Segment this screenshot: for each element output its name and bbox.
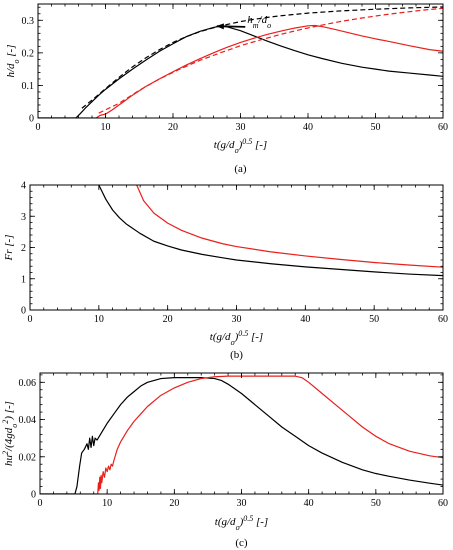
- x-tick-label: 50: [369, 314, 379, 325]
- y-tick-label: 0.3: [22, 16, 35, 27]
- x-tick-label: 10: [101, 122, 111, 133]
- panel-a: 0 10 20 30 40 50 60 0 0.1 0.2 0.3 hm/do t(g/do)0.5…: [5, 3, 448, 175]
- series-line-1: [40, 375, 443, 494]
- series-line-0: [40, 377, 443, 494]
- annotation-label: hm/do: [247, 14, 271, 30]
- x-tick-label: 10: [94, 314, 104, 325]
- x-tick-label: 60: [438, 498, 448, 509]
- y-tick-label: 0: [31, 490, 36, 501]
- x-tick-label: 20: [168, 122, 178, 133]
- y-tick-label: 0.06: [19, 378, 37, 389]
- x-tick-label: 40: [300, 314, 310, 325]
- y-axis-label: h/do [-]: [5, 44, 21, 77]
- series-line-0: [98, 185, 443, 277]
- y-tick-label: 0: [21, 306, 26, 317]
- y-axis-label: hu2/(4gdo2) [-]: [1, 401, 19, 466]
- y-tick-label: 3: [21, 212, 26, 223]
- y-tick-label: 0: [29, 114, 34, 125]
- panel-label: (c): [235, 537, 248, 549]
- panel-label: (a): [234, 163, 247, 175]
- x-tick-label: 10: [102, 498, 112, 509]
- x-tick-label: 0: [36, 122, 41, 133]
- x-tick-label: 60: [438, 122, 448, 133]
- y-tick-label: 1: [21, 274, 26, 285]
- y-tick-label: 2: [21, 243, 26, 254]
- y-tick-label: 4: [21, 181, 26, 192]
- annotation-arrow: [215, 23, 246, 30]
- x-tick-label: 0: [38, 498, 43, 509]
- panel-label: (b): [230, 349, 243, 361]
- x-tick-label: 20: [163, 314, 173, 325]
- x-tick-label: 30: [236, 122, 246, 133]
- x-tick-label: 50: [371, 498, 381, 509]
- x-tick-label: 30: [237, 498, 247, 509]
- x-tick-label: 30: [232, 314, 242, 325]
- x-tick-label: 50: [371, 122, 381, 133]
- series-line-1: [136, 185, 443, 268]
- panel-c: 0 10 20 30 40 50 60 0 0.02 0.04 0.06 t(g/do)0.5 [-…: [1, 372, 448, 549]
- panel-b: 0 10 20 30 40 50 60 0 1 2 3 4 t(g/do)0.5 [-] Fr [-]…: [3, 181, 448, 362]
- x-tick-label: 20: [169, 498, 179, 509]
- y-tick-label: 0.02: [19, 452, 37, 463]
- x-axis-label: t(g/do)0.5 [-]: [215, 514, 268, 532]
- series-line-3-dashed: [98, 7, 443, 114]
- x-tick-label: 40: [304, 498, 314, 509]
- x-tick-label: 0: [28, 314, 33, 325]
- x-tick-label: 60: [438, 314, 448, 325]
- y-tick-label: 0.04: [19, 415, 37, 426]
- x-axis-label: t(g/do)0.5 [-]: [214, 137, 267, 155]
- x-axis-label: t(g/do)0.5 [-]: [210, 329, 263, 347]
- x-tick-label: 40: [303, 122, 313, 133]
- series-line-2: [38, 24, 443, 118]
- y-tick-label: 0.1: [22, 81, 35, 92]
- y-axis-label: Fr [-]: [3, 235, 15, 262]
- y-tick-label: 0.2: [22, 48, 35, 59]
